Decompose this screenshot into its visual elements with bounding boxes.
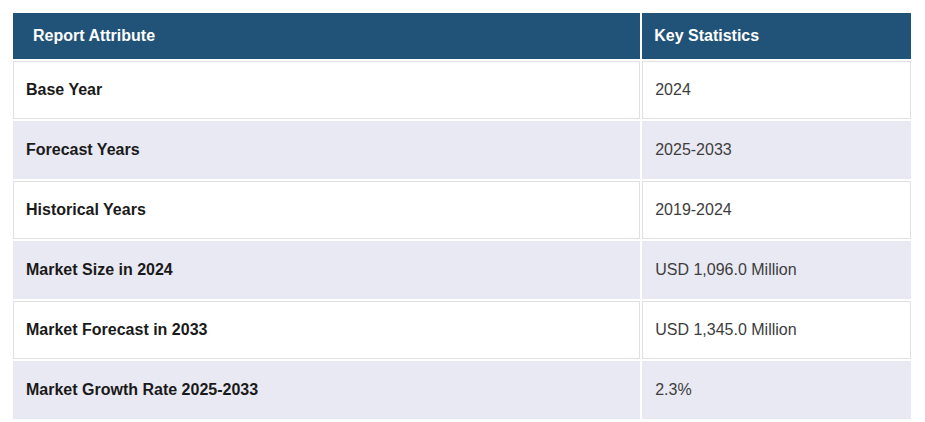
attribute-cell: Market Forecast in 2033 bbox=[13, 301, 640, 359]
attribute-cell: Historical Years bbox=[13, 181, 640, 239]
table-body: Base Year 2024 Forecast Years 2025-2033 … bbox=[13, 61, 911, 419]
value-cell: 2.3% bbox=[642, 361, 911, 419]
value-cell: USD 1,345.0 Million bbox=[642, 301, 911, 359]
report-statistics-table: Report Attribute Key Statistics Base Yea… bbox=[11, 11, 913, 421]
header-row: Report Attribute Key Statistics bbox=[13, 13, 911, 59]
column-header-report-attribute: Report Attribute bbox=[13, 13, 640, 59]
page: Report Attribute Key Statistics Base Yea… bbox=[0, 0, 925, 422]
attribute-cell: Base Year bbox=[13, 61, 640, 119]
table-header: Report Attribute Key Statistics bbox=[13, 13, 911, 59]
column-header-key-statistics: Key Statistics bbox=[642, 13, 911, 59]
attribute-cell: Forecast Years bbox=[13, 121, 640, 179]
table-row: Base Year 2024 bbox=[13, 61, 911, 119]
value-cell: 2019-2024 bbox=[642, 181, 911, 239]
value-cell: 2025-2033 bbox=[642, 121, 911, 179]
table-row: Forecast Years 2025-2033 bbox=[13, 121, 911, 179]
table-row: Historical Years 2019-2024 bbox=[13, 181, 911, 239]
attribute-cell: Market Size in 2024 bbox=[13, 241, 640, 299]
table-row: Market Size in 2024 USD 1,096.0 Million bbox=[13, 241, 911, 299]
value-cell: USD 1,096.0 Million bbox=[642, 241, 911, 299]
value-cell: 2024 bbox=[642, 61, 911, 119]
table-row: Market Forecast in 2033 USD 1,345.0 Mill… bbox=[13, 301, 911, 359]
table-row: Market Growth Rate 2025-2033 2.3% bbox=[13, 361, 911, 419]
attribute-cell: Market Growth Rate 2025-2033 bbox=[13, 361, 640, 419]
